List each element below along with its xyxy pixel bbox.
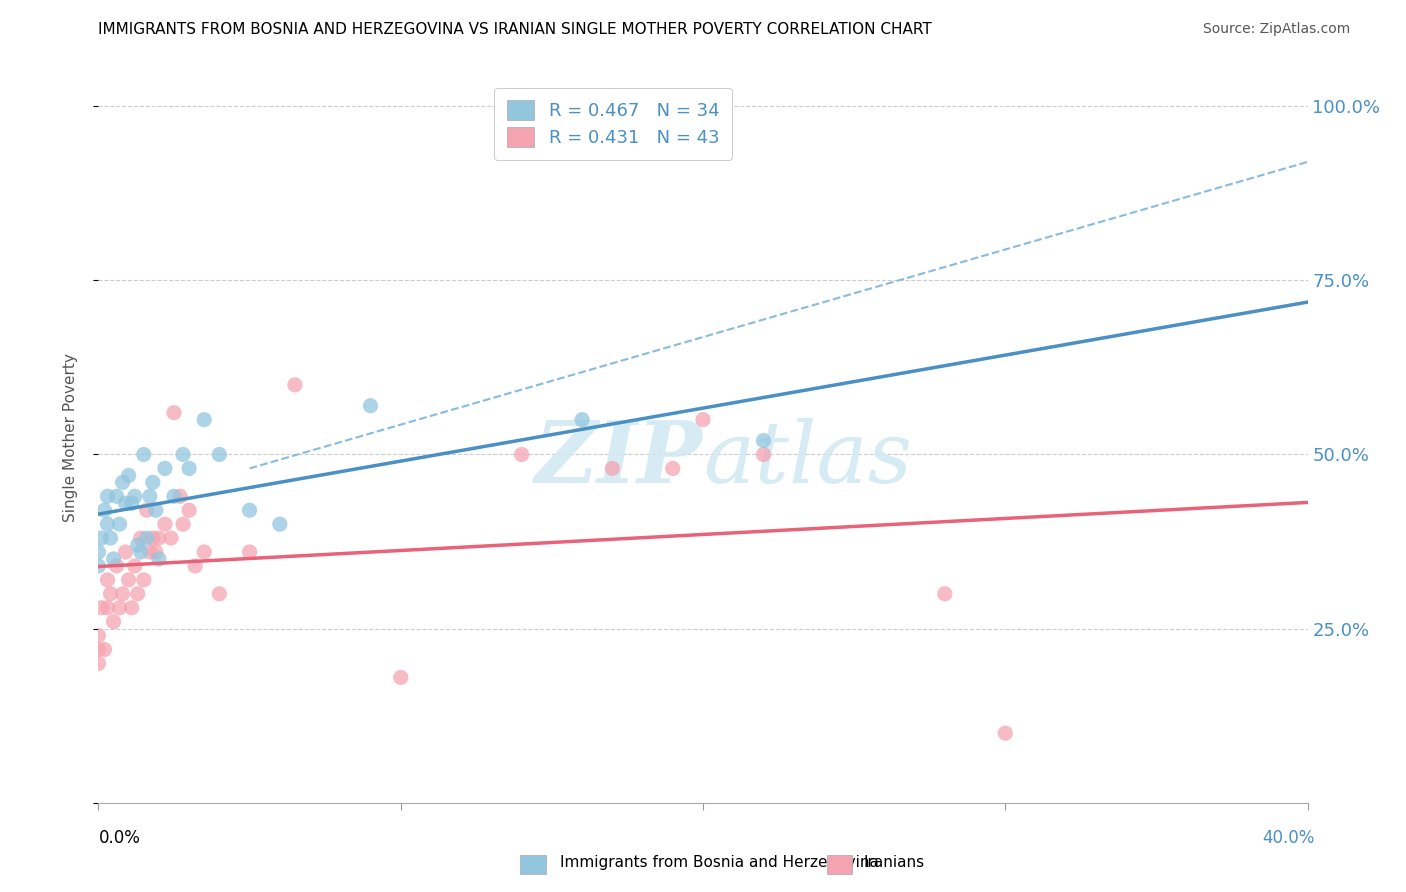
- Point: [132, 573, 155, 587]
- Point: [153, 517, 176, 532]
- Point: [90, 600, 112, 615]
- Point: [163, 406, 186, 420]
- Point: [132, 448, 155, 462]
- Point: [124, 558, 146, 573]
- Point: [193, 545, 215, 559]
- Text: atlas: atlas: [703, 417, 912, 500]
- Point: [96, 489, 118, 503]
- Point: [239, 545, 262, 559]
- Point: [108, 600, 131, 615]
- Text: Source: ZipAtlas.com: Source: ZipAtlas.com: [1202, 22, 1350, 37]
- Point: [160, 531, 183, 545]
- Point: [90, 531, 112, 545]
- Point: [994, 726, 1017, 740]
- Point: [752, 434, 775, 448]
- Point: [114, 496, 136, 510]
- Point: [148, 531, 170, 545]
- Point: [87, 558, 110, 573]
- Point: [163, 489, 186, 503]
- Text: Iranians: Iranians: [863, 855, 924, 870]
- Point: [360, 399, 382, 413]
- Point: [135, 503, 157, 517]
- Point: [114, 545, 136, 559]
- Point: [172, 448, 194, 462]
- Legend: R = 0.467   N = 34, R = 0.431   N = 43: R = 0.467 N = 34, R = 0.431 N = 43: [495, 87, 731, 160]
- Text: 0.0%: 0.0%: [98, 829, 141, 847]
- Point: [510, 448, 533, 462]
- Point: [93, 503, 115, 517]
- Point: [121, 496, 143, 510]
- Point: [692, 412, 714, 426]
- Point: [87, 629, 110, 643]
- Point: [87, 545, 110, 559]
- Point: [179, 503, 201, 517]
- Point: [118, 468, 141, 483]
- Point: [389, 670, 412, 684]
- Point: [153, 461, 176, 475]
- Point: [571, 412, 593, 426]
- Point: [208, 587, 231, 601]
- Point: [111, 587, 134, 601]
- Point: [193, 412, 215, 426]
- Point: [934, 587, 956, 601]
- Point: [135, 531, 157, 545]
- Point: [139, 545, 162, 559]
- Point: [118, 573, 141, 587]
- Point: [103, 615, 125, 629]
- Point: [87, 642, 110, 657]
- Point: [184, 558, 207, 573]
- Point: [100, 531, 122, 545]
- Point: [103, 552, 125, 566]
- Point: [108, 517, 131, 532]
- Point: [145, 545, 167, 559]
- Point: [752, 448, 775, 462]
- Point: [139, 489, 162, 503]
- Text: 40.0%: 40.0%: [1263, 829, 1315, 847]
- Point: [127, 587, 149, 601]
- Point: [96, 600, 118, 615]
- Point: [284, 377, 307, 392]
- Point: [269, 517, 291, 532]
- Text: ZIP: ZIP: [536, 417, 703, 500]
- Point: [129, 545, 152, 559]
- Point: [105, 558, 128, 573]
- Point: [142, 531, 165, 545]
- Point: [148, 552, 170, 566]
- Point: [129, 531, 152, 545]
- Text: IMMIGRANTS FROM BOSNIA AND HERZEGOVINA VS IRANIAN SINGLE MOTHER POVERTY CORRELAT: IMMIGRANTS FROM BOSNIA AND HERZEGOVINA V…: [98, 22, 932, 37]
- Point: [124, 489, 146, 503]
- Point: [145, 503, 167, 517]
- Point: [662, 461, 685, 475]
- Point: [93, 642, 115, 657]
- Y-axis label: Single Mother Poverty: Single Mother Poverty: [63, 352, 77, 522]
- Point: [87, 657, 110, 671]
- Point: [172, 517, 194, 532]
- Point: [208, 448, 231, 462]
- Point: [169, 489, 191, 503]
- Point: [96, 517, 118, 532]
- Point: [179, 461, 201, 475]
- Point: [142, 475, 165, 490]
- Point: [602, 461, 624, 475]
- Point: [100, 587, 122, 601]
- Point: [111, 475, 134, 490]
- Point: [239, 503, 262, 517]
- Point: [96, 573, 118, 587]
- Point: [127, 538, 149, 552]
- Text: Immigrants from Bosnia and Herzegovina: Immigrants from Bosnia and Herzegovina: [560, 855, 879, 870]
- Point: [121, 600, 143, 615]
- Point: [105, 489, 128, 503]
